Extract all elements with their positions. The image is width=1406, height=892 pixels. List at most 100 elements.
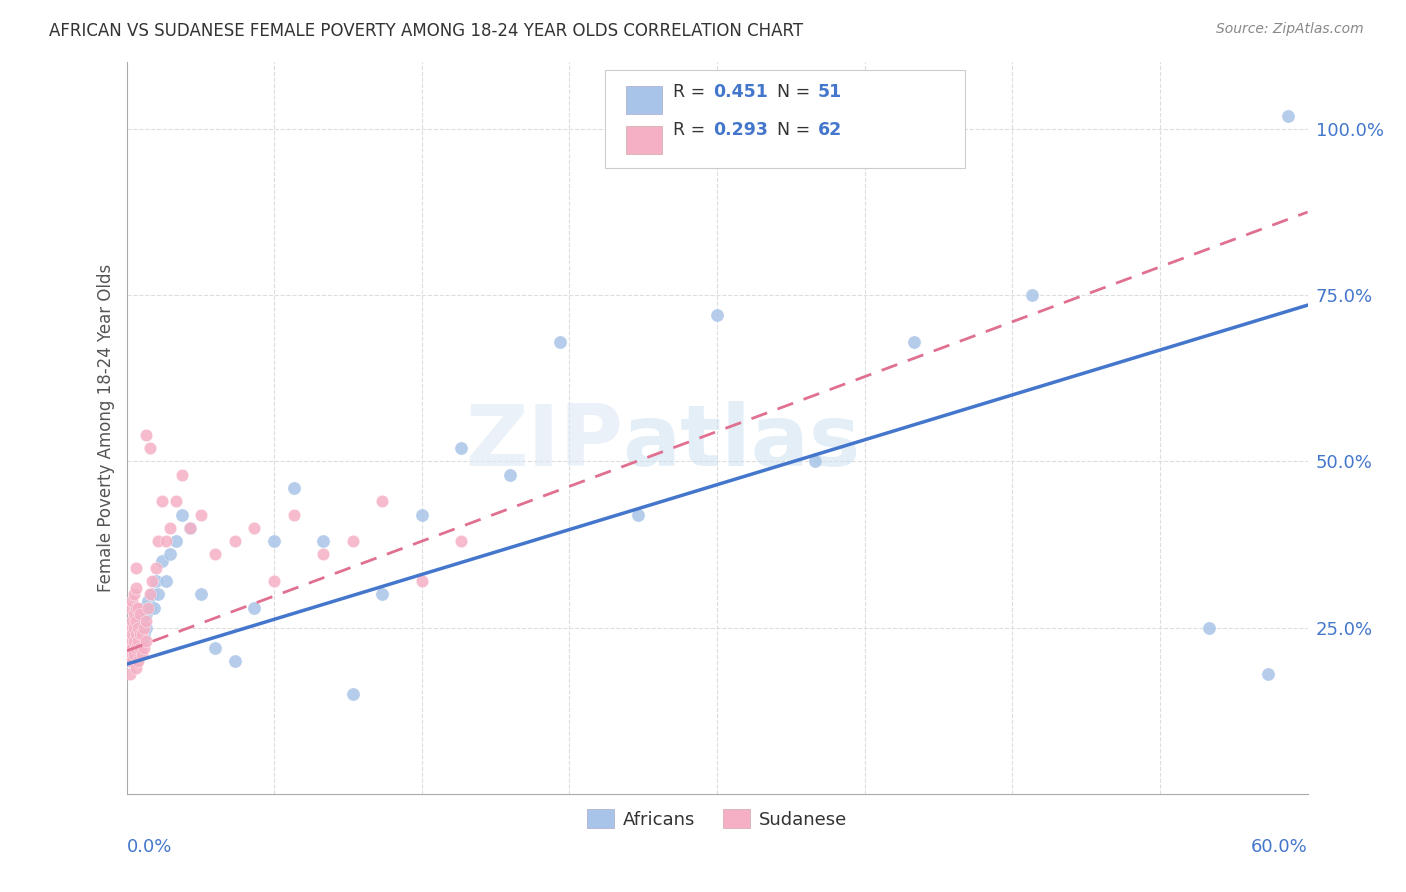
Point bbox=[135, 607, 157, 622]
Point bbox=[263, 534, 285, 549]
Point bbox=[150, 554, 173, 568]
Point bbox=[804, 454, 827, 468]
Point bbox=[224, 534, 246, 549]
Point bbox=[129, 627, 152, 641]
Point bbox=[127, 621, 149, 635]
Point bbox=[371, 587, 394, 601]
Point bbox=[127, 607, 149, 622]
Point bbox=[283, 508, 305, 522]
Point bbox=[342, 687, 364, 701]
Text: R =: R = bbox=[673, 83, 711, 101]
Text: 0.451: 0.451 bbox=[713, 83, 769, 101]
Point bbox=[121, 640, 143, 655]
Point bbox=[134, 600, 156, 615]
Point bbox=[129, 640, 152, 655]
Point bbox=[1198, 621, 1220, 635]
Point bbox=[243, 600, 266, 615]
Point bbox=[125, 621, 148, 635]
Point bbox=[125, 581, 148, 595]
Point bbox=[1021, 288, 1043, 302]
Text: AFRICAN VS SUDANESE FEMALE POVERTY AMONG 18-24 YEAR OLDS CORRELATION CHART: AFRICAN VS SUDANESE FEMALE POVERTY AMONG… bbox=[49, 22, 803, 40]
Point bbox=[450, 534, 472, 549]
Text: 0.0%: 0.0% bbox=[127, 838, 172, 855]
Point bbox=[139, 441, 162, 455]
Point bbox=[125, 654, 148, 668]
Text: ZIP: ZIP bbox=[465, 401, 623, 484]
Point bbox=[903, 334, 925, 349]
Point bbox=[125, 600, 148, 615]
Point bbox=[131, 634, 153, 648]
Point bbox=[145, 561, 167, 575]
Point bbox=[125, 561, 148, 575]
Point bbox=[117, 654, 139, 668]
Point bbox=[121, 654, 143, 668]
Point bbox=[146, 534, 169, 549]
Point bbox=[124, 647, 146, 661]
Point bbox=[135, 634, 157, 648]
Point bbox=[1257, 667, 1279, 681]
Text: 62: 62 bbox=[817, 121, 842, 139]
Point bbox=[125, 614, 148, 628]
Point bbox=[120, 621, 142, 635]
Point bbox=[179, 521, 201, 535]
Point bbox=[125, 627, 148, 641]
Point bbox=[121, 627, 143, 641]
Point bbox=[120, 647, 142, 661]
FancyBboxPatch shape bbox=[605, 70, 965, 169]
Point bbox=[117, 640, 139, 655]
Point bbox=[143, 600, 166, 615]
Point bbox=[190, 587, 212, 601]
Point bbox=[120, 667, 142, 681]
Point bbox=[411, 508, 433, 522]
Point bbox=[155, 534, 177, 549]
Point bbox=[134, 621, 156, 635]
Point bbox=[124, 621, 146, 635]
Point bbox=[706, 308, 728, 322]
Point bbox=[129, 621, 152, 635]
Text: 0.293: 0.293 bbox=[713, 121, 769, 139]
Point bbox=[124, 634, 146, 648]
Point bbox=[342, 534, 364, 549]
Text: atlas: atlas bbox=[623, 401, 860, 484]
Point bbox=[136, 594, 159, 608]
Point bbox=[170, 508, 193, 522]
Point bbox=[129, 640, 152, 655]
Point bbox=[263, 574, 285, 588]
Point bbox=[170, 467, 193, 482]
Point bbox=[134, 640, 156, 655]
Point bbox=[127, 647, 149, 661]
Point bbox=[121, 594, 143, 608]
Point bbox=[124, 607, 146, 622]
Point bbox=[179, 521, 201, 535]
Point bbox=[120, 600, 142, 615]
Point bbox=[450, 441, 472, 455]
Point bbox=[155, 574, 177, 588]
Point bbox=[243, 521, 266, 535]
Point bbox=[136, 600, 159, 615]
Point bbox=[121, 614, 143, 628]
Point bbox=[127, 600, 149, 615]
Point bbox=[1277, 109, 1299, 123]
Point bbox=[135, 427, 157, 442]
Point bbox=[120, 634, 142, 648]
Point bbox=[124, 647, 146, 661]
Text: R =: R = bbox=[673, 121, 711, 139]
Point bbox=[127, 634, 149, 648]
Point bbox=[139, 600, 162, 615]
Point bbox=[371, 494, 394, 508]
Point bbox=[139, 587, 162, 601]
Point bbox=[283, 481, 305, 495]
Point bbox=[548, 334, 571, 349]
Bar bbox=[626, 126, 662, 153]
Point bbox=[117, 621, 139, 635]
Point bbox=[145, 574, 167, 588]
Point bbox=[150, 494, 173, 508]
Text: Source: ZipAtlas.com: Source: ZipAtlas.com bbox=[1216, 22, 1364, 37]
Y-axis label: Female Poverty Among 18-24 Year Olds: Female Poverty Among 18-24 Year Olds bbox=[97, 264, 115, 592]
Point bbox=[159, 521, 181, 535]
Point bbox=[135, 614, 157, 628]
Point bbox=[141, 587, 163, 601]
Point bbox=[121, 640, 143, 655]
Point bbox=[127, 627, 149, 641]
Point bbox=[312, 548, 335, 562]
